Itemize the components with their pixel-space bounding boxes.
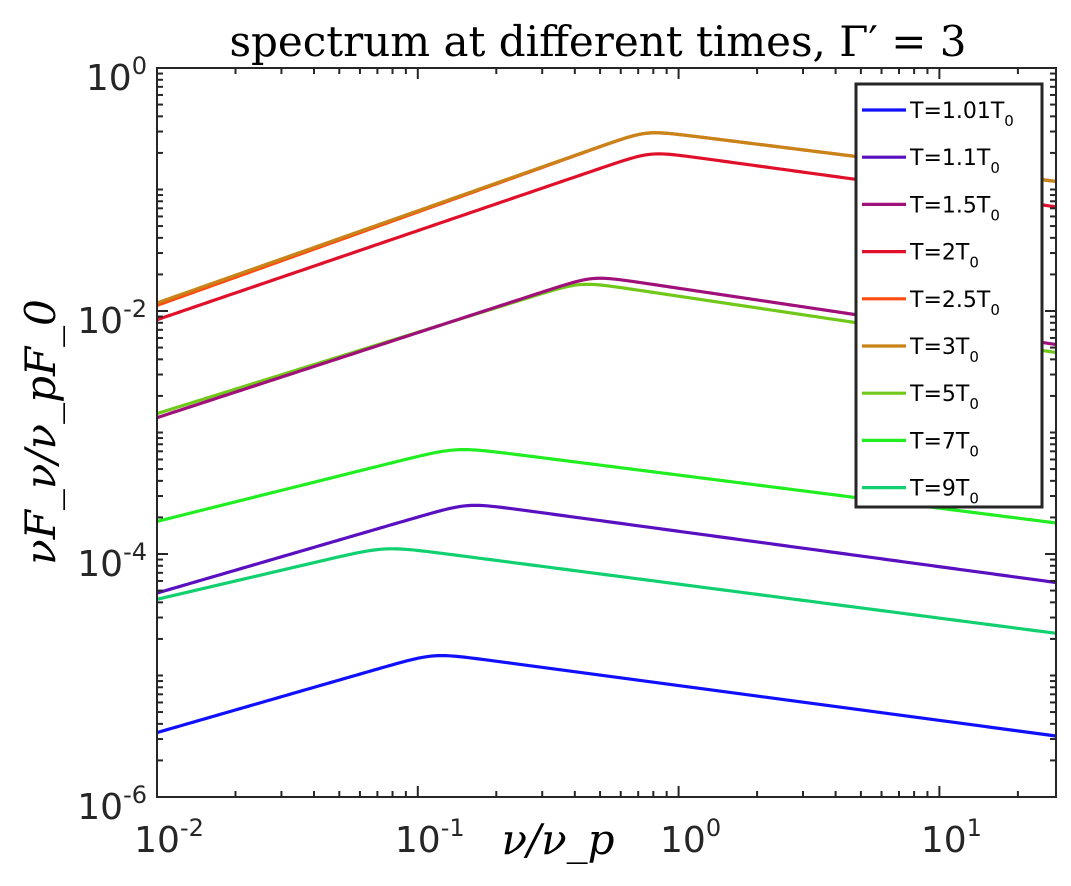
legend-label: T=7T0 xyxy=(909,429,979,460)
legend-item: T=2T0 xyxy=(862,241,979,272)
legend-box xyxy=(854,82,1044,509)
x-tick-label: 100 xyxy=(660,814,721,861)
legend-label: T=9T0 xyxy=(909,477,979,508)
legend-item: T=3T0 xyxy=(862,335,979,366)
legend-label: T=5T0 xyxy=(909,382,979,413)
legend-label: T=1.1T0 xyxy=(909,146,1000,177)
legend-item: T=5T0 xyxy=(862,382,979,413)
legend: T=1.01T0 T=1.1T0 T=1.5T0 T=2T0 T=2.5T0 T=3T0 T… xyxy=(854,82,1044,509)
y-tick-label: 10-6 xyxy=(77,781,147,828)
y-axis-label: νF_ν/ν_pF_0 xyxy=(16,299,65,565)
y-tick-label: 10-4 xyxy=(77,538,147,585)
legend-item: T=1.5T0 xyxy=(862,193,1000,224)
ticks-layer xyxy=(156,67,1056,798)
legend-item: T=9T0 xyxy=(862,477,979,508)
series-line-2 xyxy=(157,503,1056,595)
series-line-9 xyxy=(157,547,1056,635)
legend-item: T=7T0 xyxy=(862,429,979,460)
tick-labels: 10-2 10-1 100 101 100 10-2 10-4 10-6 xyxy=(77,52,982,861)
legend-label: T=3T0 xyxy=(909,335,979,366)
legend-item: T=2.5T0 xyxy=(862,288,1000,319)
legend-item: T=1.1T0 xyxy=(862,146,1000,177)
legend-label: T=1.5T0 xyxy=(909,193,1000,224)
legend-item: T=1.01T0 xyxy=(862,99,1014,130)
legend-label: T=2.5T0 xyxy=(909,288,1000,319)
y-tick-label: 10-2 xyxy=(77,295,147,342)
x-axis-label: ν/ν_p xyxy=(501,815,614,864)
y-tick-label: 100 xyxy=(86,52,147,99)
legend-label: T=2T0 xyxy=(909,241,979,272)
x-tick-label: 10-1 xyxy=(395,814,465,861)
x-tick-label: 10-2 xyxy=(134,814,204,861)
chart-title: spectrum at different times, Γ′ = 3 xyxy=(229,17,966,66)
legend-label: T=1.01T0 xyxy=(909,99,1014,130)
x-tick-label: 101 xyxy=(921,814,982,861)
series-line-1 xyxy=(157,653,1056,738)
